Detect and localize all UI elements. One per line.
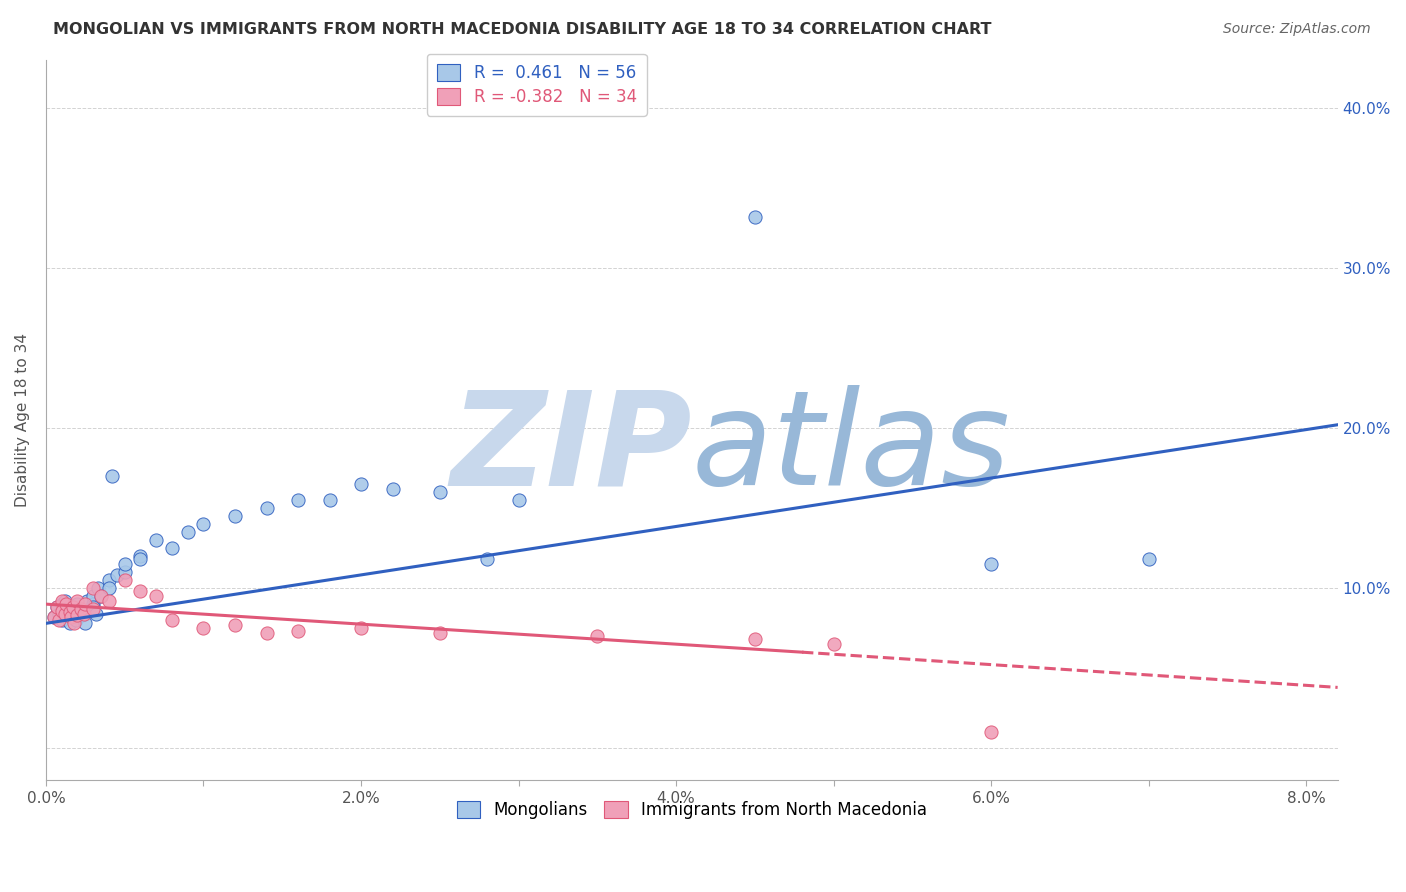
- Text: ZIP: ZIP: [450, 385, 692, 512]
- Point: [48, 607, 70, 621]
- Point: [508, 493, 530, 508]
- Text: Source: ZipAtlas.com: Source: ZipAtlas.com: [1223, 22, 1371, 37]
- Point: [1137, 552, 1160, 566]
- Point: [51, 605, 73, 619]
- Point: [48, 613, 70, 627]
- Point: [256, 626, 278, 640]
- Point: [51, 603, 73, 617]
- Point: [63, 616, 86, 631]
- Point: [429, 626, 451, 640]
- Point: [350, 621, 373, 635]
- Point: [98, 581, 121, 595]
- Point: [75, 616, 97, 631]
- Point: [129, 549, 152, 563]
- Point: [224, 509, 246, 524]
- Point: [42, 610, 65, 624]
- Point: [69, 605, 91, 619]
- Point: [63, 600, 86, 615]
- Point: [53, 607, 76, 621]
- Point: [76, 594, 98, 608]
- Point: [87, 581, 110, 595]
- Point: [82, 602, 104, 616]
- Point: [129, 584, 152, 599]
- Point: [59, 605, 82, 619]
- Point: [55, 597, 77, 611]
- Point: [55, 602, 77, 616]
- Point: [66, 603, 89, 617]
- Point: [98, 594, 121, 608]
- Point: [75, 605, 97, 619]
- Point: [145, 533, 167, 547]
- Point: [160, 613, 183, 627]
- Point: [287, 624, 309, 639]
- Point: [193, 517, 215, 532]
- Point: [66, 597, 89, 611]
- Point: [82, 597, 104, 611]
- Point: [86, 607, 108, 621]
- Point: [114, 557, 136, 571]
- Point: [66, 608, 89, 623]
- Point: [980, 725, 1002, 739]
- Point: [42, 610, 65, 624]
- Point: [82, 589, 104, 603]
- Point: [73, 607, 96, 621]
- Point: [75, 597, 97, 611]
- Point: [114, 565, 136, 579]
- Point: [114, 573, 136, 587]
- Point: [56, 608, 79, 623]
- Point: [60, 610, 83, 624]
- Point: [60, 605, 83, 619]
- Point: [129, 552, 152, 566]
- Point: [70, 608, 93, 623]
- Point: [82, 581, 104, 595]
- Point: [65, 613, 87, 627]
- Point: [177, 524, 200, 539]
- Point: [318, 493, 340, 508]
- Y-axis label: Disability Age 18 to 34: Disability Age 18 to 34: [15, 333, 30, 507]
- Point: [59, 616, 82, 631]
- Point: [256, 501, 278, 516]
- Point: [350, 477, 373, 491]
- Point: [224, 618, 246, 632]
- Point: [46, 600, 69, 615]
- Point: [59, 599, 82, 613]
- Point: [69, 602, 91, 616]
- Text: MONGOLIAN VS IMMIGRANTS FROM NORTH MACEDONIA DISABILITY AGE 18 TO 34 CORRELATION: MONGOLIAN VS IMMIGRANTS FROM NORTH MACED…: [53, 22, 991, 37]
- Point: [744, 210, 766, 224]
- Point: [62, 610, 84, 624]
- Point: [160, 541, 183, 555]
- Point: [744, 632, 766, 647]
- Point: [105, 568, 128, 582]
- Point: [145, 589, 167, 603]
- Point: [51, 613, 73, 627]
- Point: [51, 594, 73, 608]
- Point: [73, 600, 96, 615]
- Point: [823, 637, 845, 651]
- Point: [980, 557, 1002, 571]
- Point: [53, 594, 76, 608]
- Legend: Mongolians, Immigrants from North Macedonia: Mongolians, Immigrants from North Macedo…: [450, 795, 934, 826]
- Point: [101, 469, 124, 483]
- Point: [77, 603, 100, 617]
- Point: [90, 589, 112, 603]
- Point: [586, 629, 609, 643]
- Point: [287, 493, 309, 508]
- Point: [381, 482, 404, 496]
- Point: [429, 485, 451, 500]
- Point: [82, 600, 104, 615]
- Point: [90, 589, 112, 603]
- Point: [66, 608, 89, 623]
- Point: [98, 573, 121, 587]
- Point: [193, 621, 215, 635]
- Text: atlas: atlas: [692, 385, 1011, 512]
- Point: [67, 602, 90, 616]
- Point: [51, 597, 73, 611]
- Point: [46, 600, 69, 615]
- Point: [66, 594, 89, 608]
- Point: [475, 552, 498, 566]
- Point: [62, 600, 84, 615]
